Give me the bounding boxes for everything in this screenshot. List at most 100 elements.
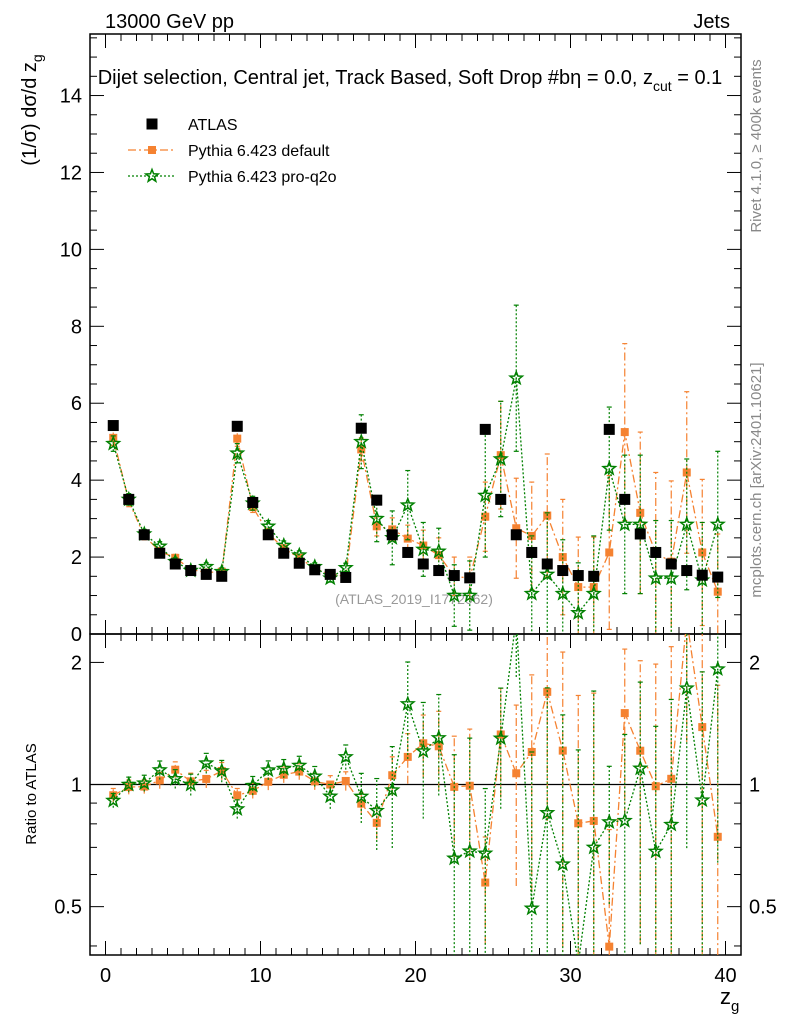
ratio-y-tick-label-right: 0.5: [749, 897, 777, 919]
ratio-point: [295, 767, 304, 776]
ratio-point: [167, 770, 184, 786]
data-point: [601, 460, 618, 476]
ratio-panel: 0.5 0.51 12 20 10 20 30 40 Ratio to ATLAS zg: [23, 611, 777, 1015]
main-y-tick-label: 6: [71, 393, 82, 415]
series-pythia-pro-q2o: [105, 304, 726, 634]
data-point: [508, 369, 525, 386]
data-point: [620, 428, 629, 437]
data-point: [433, 565, 445, 577]
main-axes: 0 2 4 6 8 10 12 14: [60, 34, 741, 646]
x-tick-label: 10: [249, 965, 271, 987]
data-point: [647, 569, 664, 586]
data-point: [492, 450, 509, 467]
ratio-point: [151, 761, 168, 778]
ratio-point: [477, 844, 494, 861]
ratio-point: [539, 804, 556, 820]
data-point: [572, 570, 584, 582]
ratio-line: [112, 634, 719, 955]
data-point: [574, 583, 583, 592]
series-atlas: [107, 420, 724, 584]
ratio-point: [322, 787, 339, 804]
data-point: [169, 558, 181, 570]
legend-label: ATLAS: [188, 117, 238, 134]
ratio-point: [605, 942, 614, 951]
ratio-point: [155, 776, 164, 785]
data-point: [337, 559, 354, 575]
data-point: [262, 529, 274, 541]
ratio-point: [589, 816, 598, 825]
ratio-frame: [89, 633, 742, 956]
ratio-point: [601, 813, 618, 830]
ratio-point: [415, 742, 432, 759]
ratio-point: [260, 761, 277, 778]
x-tick-label: 20: [404, 965, 426, 987]
ratio-point: [353, 787, 370, 804]
main-data: [105, 304, 726, 634]
ratio-point: [465, 781, 474, 790]
data-point: [510, 529, 522, 541]
legend-label: Pythia 6.423 pro-q2o: [188, 169, 337, 186]
ratio-point: [663, 816, 680, 832]
series-line: [112, 431, 719, 592]
data-point: [539, 565, 556, 582]
ratio-point: [446, 849, 463, 866]
data-point: [368, 510, 385, 526]
ratio-point: [554, 855, 571, 872]
data-point: [558, 553, 567, 562]
ratio-point: [202, 774, 211, 783]
ratio-point: [291, 756, 308, 773]
ratio-point: [372, 818, 381, 827]
ratio-point: [186, 777, 195, 786]
main-y-tick-label: 14: [60, 86, 82, 108]
data-point: [709, 515, 726, 532]
legend-label: Pythia 6.423 default: [188, 143, 330, 160]
ratio-point: [694, 791, 711, 808]
data-point: [399, 496, 416, 513]
ratio-point: [647, 842, 664, 859]
data-point: [293, 557, 305, 569]
ratio-point: [510, 611, 522, 623]
data-point: [278, 547, 290, 559]
data-point: [357, 445, 366, 454]
ratio-point: [368, 802, 385, 818]
ratio-point: [399, 695, 416, 711]
data-point: [605, 548, 614, 557]
data-point: [260, 517, 277, 534]
data-point: [477, 486, 494, 503]
ratio-point: [384, 781, 401, 798]
x-axis-label-main: z: [720, 984, 731, 1009]
ratio-point: [198, 754, 215, 771]
data-point: [616, 515, 633, 532]
ratio-data: [105, 611, 726, 955]
main-y-tick-label: 8: [71, 316, 82, 338]
data-point: [663, 569, 680, 586]
data-point: [570, 604, 587, 620]
data-point: [603, 423, 615, 435]
x-tick-label: 40: [714, 965, 736, 987]
ratio-point: [496, 730, 505, 739]
data-point: [138, 529, 150, 541]
legend-entry: Pythia 6.423 default: [128, 143, 330, 160]
data-point: [340, 571, 352, 583]
data-point: [665, 558, 677, 570]
title-end: = 0.1: [672, 67, 723, 89]
ratio-point: [678, 679, 695, 696]
data-point: [430, 542, 447, 559]
ratio-point: [683, 616, 691, 624]
data-point: [309, 564, 321, 576]
data-point: [216, 570, 228, 582]
data-point: [231, 420, 243, 432]
data-point: [355, 422, 367, 434]
data-point: [554, 585, 571, 601]
data-point: [585, 585, 602, 601]
data-point: [495, 493, 507, 505]
data-point: [479, 423, 491, 435]
main-y-tick-label: 2: [71, 547, 82, 569]
title-main: Dijet selection, Central jet, Track Base…: [98, 67, 570, 89]
data-point: [588, 570, 600, 582]
main-y-tick-label: 10: [60, 239, 82, 261]
data-point: [557, 565, 569, 577]
ratio-point: [620, 709, 629, 718]
ratio-point: [492, 729, 509, 746]
